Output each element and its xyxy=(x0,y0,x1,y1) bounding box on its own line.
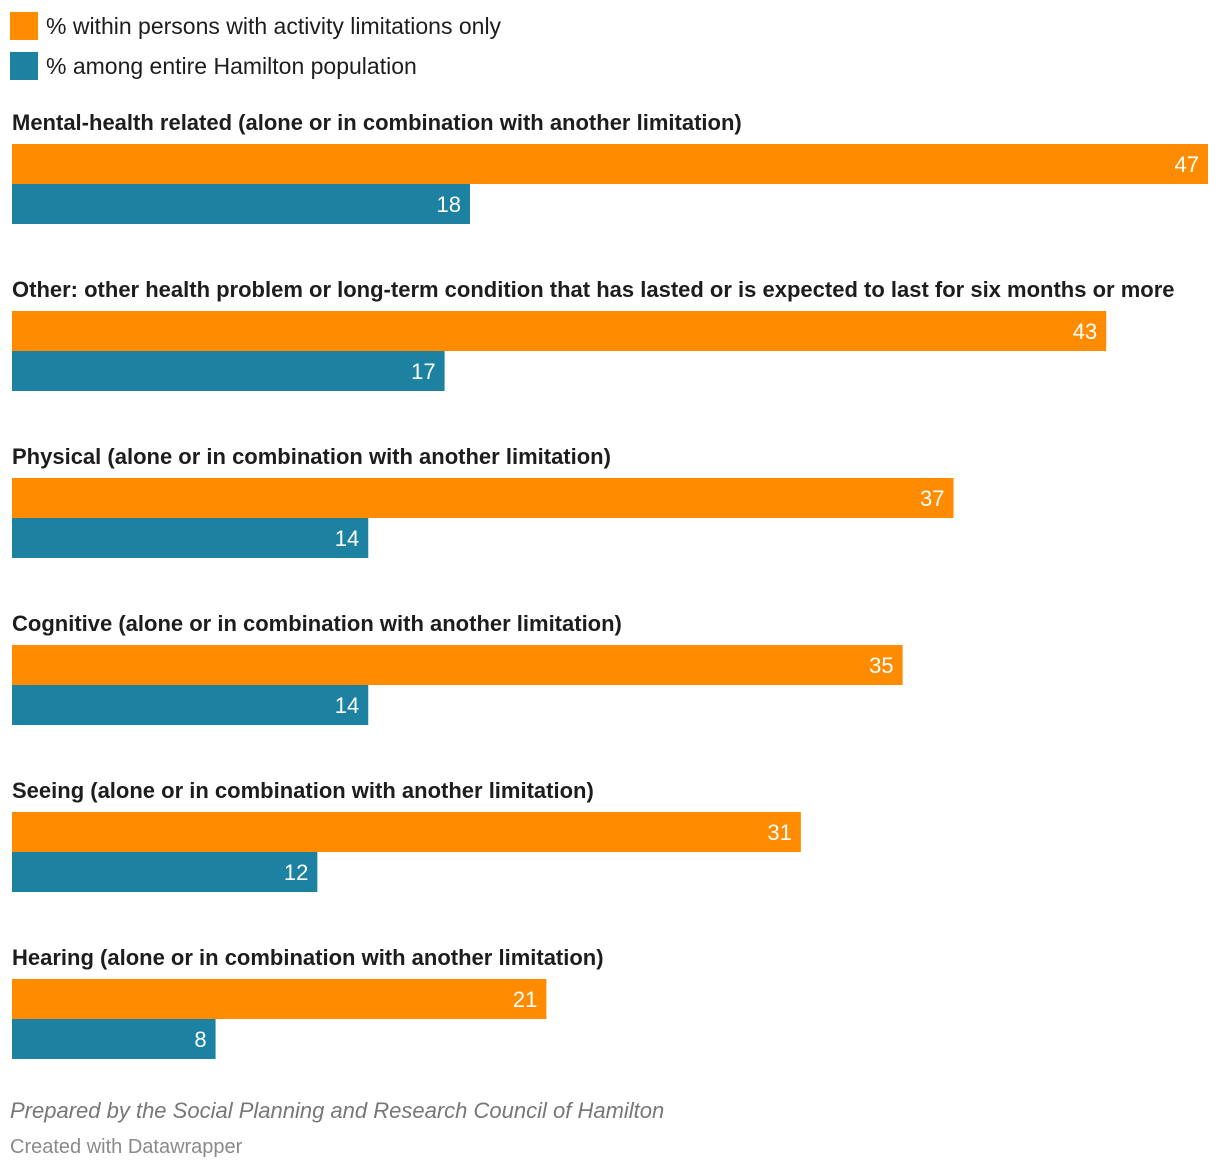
bar-value-label: 43 xyxy=(1073,319,1097,344)
legend-label-series-1: % within persons with activity limitatio… xyxy=(46,13,502,39)
bar-series-1 xyxy=(12,645,903,685)
bar-series-2 xyxy=(12,351,445,391)
legend-swatch-series-2 xyxy=(10,52,38,80)
bar-series-1 xyxy=(12,979,547,1019)
bar-series-2 xyxy=(12,852,318,892)
bar-value-label: 31 xyxy=(767,820,791,845)
bar-value-label: 14 xyxy=(335,526,359,551)
chart-credit: Created with Datawrapper xyxy=(10,1136,243,1158)
category-label: Seeing (alone or in combination with ano… xyxy=(12,778,594,803)
bar-series-1 xyxy=(12,144,1208,184)
category-label: Cognitive (alone or in combination with … xyxy=(12,611,622,636)
category-label: Mental-health related (alone or in combi… xyxy=(12,110,742,135)
bar-value-label: 18 xyxy=(437,192,461,217)
bar-series-2 xyxy=(12,184,471,224)
bar-value-label: 37 xyxy=(920,486,944,511)
bar-series-1 xyxy=(12,311,1107,351)
grouped-bar-chart: Mental-health related (alone or in combi… xyxy=(12,110,1208,1059)
bar-value-label: 21 xyxy=(513,987,537,1012)
bar-series-2 xyxy=(12,518,369,558)
bar-series-2 xyxy=(12,1019,216,1059)
bar-value-label: 12 xyxy=(284,860,308,885)
bar-value-label: 14 xyxy=(335,693,359,718)
category-label: Other: other health problem or long-term… xyxy=(12,277,1175,302)
bar-series-2 xyxy=(12,685,369,725)
bar-series-1 xyxy=(12,478,954,518)
bar-series-1 xyxy=(12,812,801,852)
bar-value-label: 17 xyxy=(411,359,435,384)
bar-value-label: 35 xyxy=(869,653,893,678)
legend-swatch-series-1 xyxy=(10,12,38,40)
legend-label-series-2: % among entire Hamilton population xyxy=(46,53,417,79)
category-label: Physical (alone or in combination with a… xyxy=(12,444,611,469)
bar-value-label: 8 xyxy=(194,1027,206,1052)
category-label: Hearing (alone or in combination with an… xyxy=(12,945,604,970)
bar-value-label: 47 xyxy=(1175,152,1199,177)
chart-source-note: Prepared by the Social Planning and Rese… xyxy=(10,1098,665,1123)
